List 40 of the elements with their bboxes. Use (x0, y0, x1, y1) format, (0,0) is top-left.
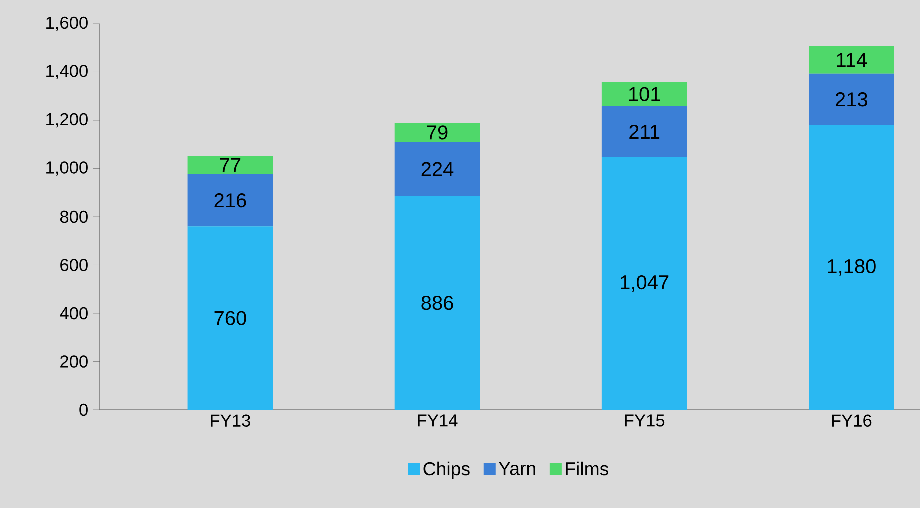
bar (188, 226, 274, 410)
y-tick-label: 600 (60, 259, 88, 272)
y-tick-label: 200 (60, 356, 88, 368)
data-label: 77 (220, 158, 241, 172)
bar (394, 123, 480, 142)
y-tick-label: 1,400 (46, 65, 88, 80)
data-label: 79 (427, 126, 448, 140)
bar (809, 125, 894, 410)
y-tick-label: 1,000 (46, 162, 88, 176)
bar (602, 106, 688, 158)
legend-label: Chips (424, 462, 470, 480)
bar (602, 157, 688, 410)
data-label: 101 (629, 87, 660, 102)
x-tick-label: FY16 (832, 414, 872, 427)
data-label: 886 (422, 296, 454, 310)
data-label: 213 (836, 92, 868, 107)
bar (188, 174, 274, 227)
x-tick-label: FY14 (418, 414, 458, 427)
bar (809, 74, 894, 126)
data-label: 1,180 (828, 259, 876, 276)
y-tick-label: 1,200 (46, 113, 88, 128)
bar (394, 196, 480, 410)
y-tick-label: 1,600 (46, 16, 88, 32)
y-tick-label: 400 (60, 307, 88, 320)
data-label: 760 (214, 311, 246, 326)
data-label: 1,047 (621, 275, 669, 292)
bar (188, 156, 274, 175)
bar (809, 46, 894, 74)
bar (394, 142, 480, 196)
y-tick-label: 0 (80, 404, 88, 416)
y-tick-label: 800 (60, 210, 88, 224)
data-label: 114 (837, 53, 868, 68)
x-tick-label: FY13 (211, 414, 250, 427)
legend-label: Yarn (498, 462, 536, 476)
bar (602, 82, 688, 107)
x-tick-label: FY15 (625, 414, 665, 427)
data-label: 216 (214, 194, 246, 208)
legend-label: Films (566, 462, 608, 476)
data-label: 224 (422, 162, 454, 176)
data-label: 211 (630, 124, 660, 139)
